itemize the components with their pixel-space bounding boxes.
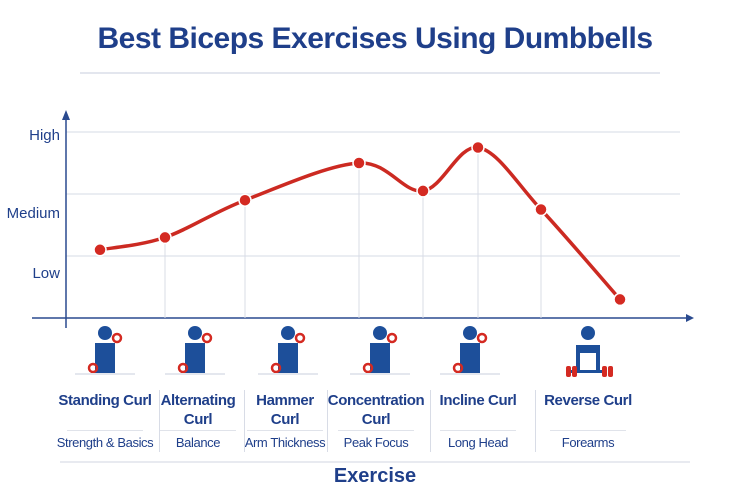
y-tick-label: High: [29, 127, 60, 144]
category-label-line: Incline Curl: [439, 392, 517, 409]
data-point: [93, 243, 107, 257]
data-point: [471, 140, 485, 155]
concentration-curl-icon: [350, 326, 410, 375]
category-label-line: Curl: [361, 411, 391, 428]
hammer-curl-icon: [258, 326, 318, 375]
category-divider: [550, 430, 626, 431]
category-label: Reverse Curl: [533, 391, 643, 429]
alternating-curl-icon: [165, 326, 225, 375]
category-label: Hammer Curl: [230, 391, 340, 429]
column-separator: [327, 390, 328, 452]
category-label: Alternating Curl: [143, 391, 253, 429]
y-tick-label: Low: [32, 265, 60, 282]
x-axis-arrow: [686, 314, 694, 322]
category-label-line: Standing Curl: [58, 392, 152, 409]
category-label: Standing Curl: [50, 391, 160, 429]
column-separator: [159, 390, 160, 452]
category-divider: [338, 430, 414, 431]
category-subtitle: Arm Thickness: [244, 435, 326, 450]
category-label-line: Reverse Curl: [544, 392, 632, 409]
data-point: [613, 292, 627, 307]
category-label-line: Curl: [270, 411, 300, 428]
data-point: [352, 156, 366, 170]
category-subtitle: Long Head: [447, 435, 508, 450]
category-divider: [160, 430, 236, 431]
category-label-line: Concentration: [327, 392, 425, 409]
bottom-divider: [60, 461, 690, 463]
y-tick-label: Medium: [7, 205, 60, 222]
data-point: [534, 202, 548, 217]
category-subtitle: Balance: [175, 435, 221, 450]
data-point: [416, 184, 430, 198]
category-label-line: Hammer: [256, 392, 314, 409]
reverse-curl-icon: [566, 326, 613, 377]
data-point: [158, 230, 172, 245]
column-separator: [535, 390, 536, 452]
category-label-line: [423, 410, 533, 429]
category-label: Incline Curl: [423, 391, 533, 429]
incline-curl-icon: [440, 326, 500, 375]
column-separator: [430, 390, 431, 452]
category-subtitle: Forearms: [561, 435, 615, 450]
series-line: [98, 145, 622, 302]
category-subtitle: Strength & Basics: [56, 435, 154, 450]
category-divider: [440, 430, 516, 431]
category-subtitle: Peak Focus: [343, 435, 409, 450]
category-label-line: [533, 410, 643, 429]
data-point: [238, 193, 252, 207]
category-label: Concentration Curl: [321, 391, 431, 429]
category-label-line: Curl: [183, 411, 213, 428]
title-divider: [80, 72, 660, 74]
standing-curl-icon: [75, 326, 135, 375]
category-divider: [67, 430, 143, 431]
y-axis-arrow: [62, 110, 70, 120]
column-separator: [244, 390, 245, 452]
category-divider: [247, 430, 323, 431]
category-label-line: Alternating: [160, 392, 236, 409]
chart-title: Best Biceps Exercises Using Dumbbells: [97, 22, 653, 55]
x-axis-label: Exercise: [333, 465, 417, 487]
